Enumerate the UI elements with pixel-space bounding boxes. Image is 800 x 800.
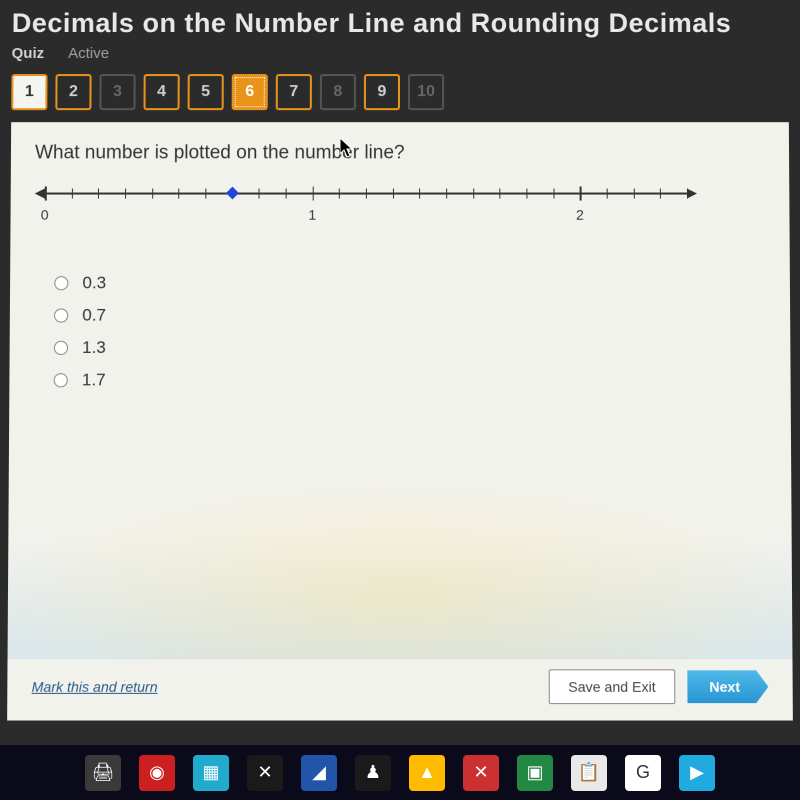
taskbar-app-icon[interactable]: 📋 xyxy=(571,755,607,791)
question-nav-6[interactable]: 6 xyxy=(232,74,268,110)
taskbar-app-icon[interactable]: ✕ xyxy=(247,755,283,791)
tick xyxy=(205,189,206,199)
tick xyxy=(607,189,608,199)
question-nav-4[interactable]: 4 xyxy=(144,74,180,110)
tick xyxy=(687,189,688,199)
save-exit-button[interactable]: Save and Exit xyxy=(549,669,675,704)
tick xyxy=(45,186,47,200)
cursor-icon xyxy=(340,138,356,160)
tick xyxy=(419,189,420,199)
question-text: What number is plotted on the number lin… xyxy=(35,142,765,164)
question-nav-8[interactable]: 8 xyxy=(320,74,356,110)
tick xyxy=(393,189,394,199)
taskbar-app-icon[interactable]: ▶ xyxy=(679,755,715,791)
tick-label: 1 xyxy=(308,207,316,223)
plotted-point xyxy=(226,187,239,200)
taskbar-app-icon[interactable]: ◢ xyxy=(301,755,337,791)
next-button[interactable]: Next xyxy=(687,670,769,703)
radio-icon[interactable] xyxy=(54,276,68,290)
question-nav-3[interactable]: 3 xyxy=(99,74,135,110)
question-nav-9[interactable]: 9 xyxy=(364,74,400,110)
tick xyxy=(179,189,180,199)
taskbar-app-icon[interactable]: ♟ xyxy=(355,755,391,791)
tick xyxy=(125,189,126,199)
tick xyxy=(660,189,661,199)
option-2[interactable]: 1.3 xyxy=(54,338,766,358)
arrow-right-icon xyxy=(687,189,697,199)
tick xyxy=(259,189,260,199)
tick xyxy=(152,189,153,199)
tick xyxy=(72,189,73,199)
content-area: What number is plotted on the number lin… xyxy=(7,122,793,720)
tick xyxy=(446,189,447,199)
tick xyxy=(286,189,287,199)
tick xyxy=(339,189,340,199)
quiz-app-window: Decimals on the Number Line and Rounding… xyxy=(0,0,800,754)
tick xyxy=(98,189,99,199)
question-nav-7[interactable]: 7 xyxy=(276,74,312,110)
tick xyxy=(580,186,582,200)
option-label: 0.3 xyxy=(82,273,106,293)
tick-label: 0 xyxy=(41,207,49,223)
taskbar: 🖨 ◉ ▦ ✕ ◢ ♟ ▲ ✕ ▣ 📋 G ▶ xyxy=(0,745,800,800)
taskbar-app-icon[interactable]: G xyxy=(625,755,661,791)
mark-and-return-link[interactable]: Mark this and return xyxy=(32,679,158,695)
tick xyxy=(473,189,474,199)
question-nav-2[interactable]: 2 xyxy=(55,74,91,110)
question-nav-1[interactable]: 1 xyxy=(11,74,47,110)
taskbar-app-icon[interactable]: ▦ xyxy=(193,755,229,791)
option-1[interactable]: 0.7 xyxy=(54,305,766,325)
tick-label: 2 xyxy=(576,207,584,223)
tick xyxy=(312,186,314,200)
option-3[interactable]: 1.7 xyxy=(54,370,767,390)
question-nav: 12345678910 xyxy=(0,70,800,122)
taskbar-app-icon[interactable]: ▲ xyxy=(409,755,445,791)
taskbar-app-icon[interactable]: ◉ xyxy=(139,755,175,791)
option-label: 0.7 xyxy=(82,305,106,325)
radio-icon[interactable] xyxy=(54,308,68,322)
option-label: 1.3 xyxy=(82,338,106,358)
header: Decimals on the Number Line and Rounding… xyxy=(0,0,800,43)
taskbar-app-icon[interactable]: ▣ xyxy=(517,755,553,791)
answer-options: 0.3 0.7 1.3 1.7 xyxy=(54,273,767,390)
taskbar-app-icon[interactable]: ✕ xyxy=(463,755,499,791)
page-title: Decimals on the Number Line and Rounding… xyxy=(12,8,789,39)
tick xyxy=(366,189,367,199)
number-line: 0 1 2 xyxy=(44,193,765,243)
footer: Mark this and return Save and Exit Next xyxy=(32,669,769,704)
tick xyxy=(633,189,634,199)
option-0[interactable]: 0.3 xyxy=(54,273,766,293)
taskbar-app-icon[interactable]: 🖨 xyxy=(85,755,121,791)
tick xyxy=(500,189,501,199)
radio-icon[interactable] xyxy=(54,373,68,387)
tick xyxy=(553,189,554,199)
arrow-left-icon xyxy=(35,189,45,199)
subheader: Quiz Active xyxy=(0,43,800,70)
question-nav-10[interactable]: 10 xyxy=(408,74,444,110)
tab-quiz[interactable]: Quiz xyxy=(12,45,45,62)
tab-active[interactable]: Active xyxy=(68,45,109,62)
radio-icon[interactable] xyxy=(54,341,68,355)
question-nav-5[interactable]: 5 xyxy=(188,74,224,110)
option-label: 1.7 xyxy=(82,370,106,390)
tick xyxy=(526,189,527,199)
